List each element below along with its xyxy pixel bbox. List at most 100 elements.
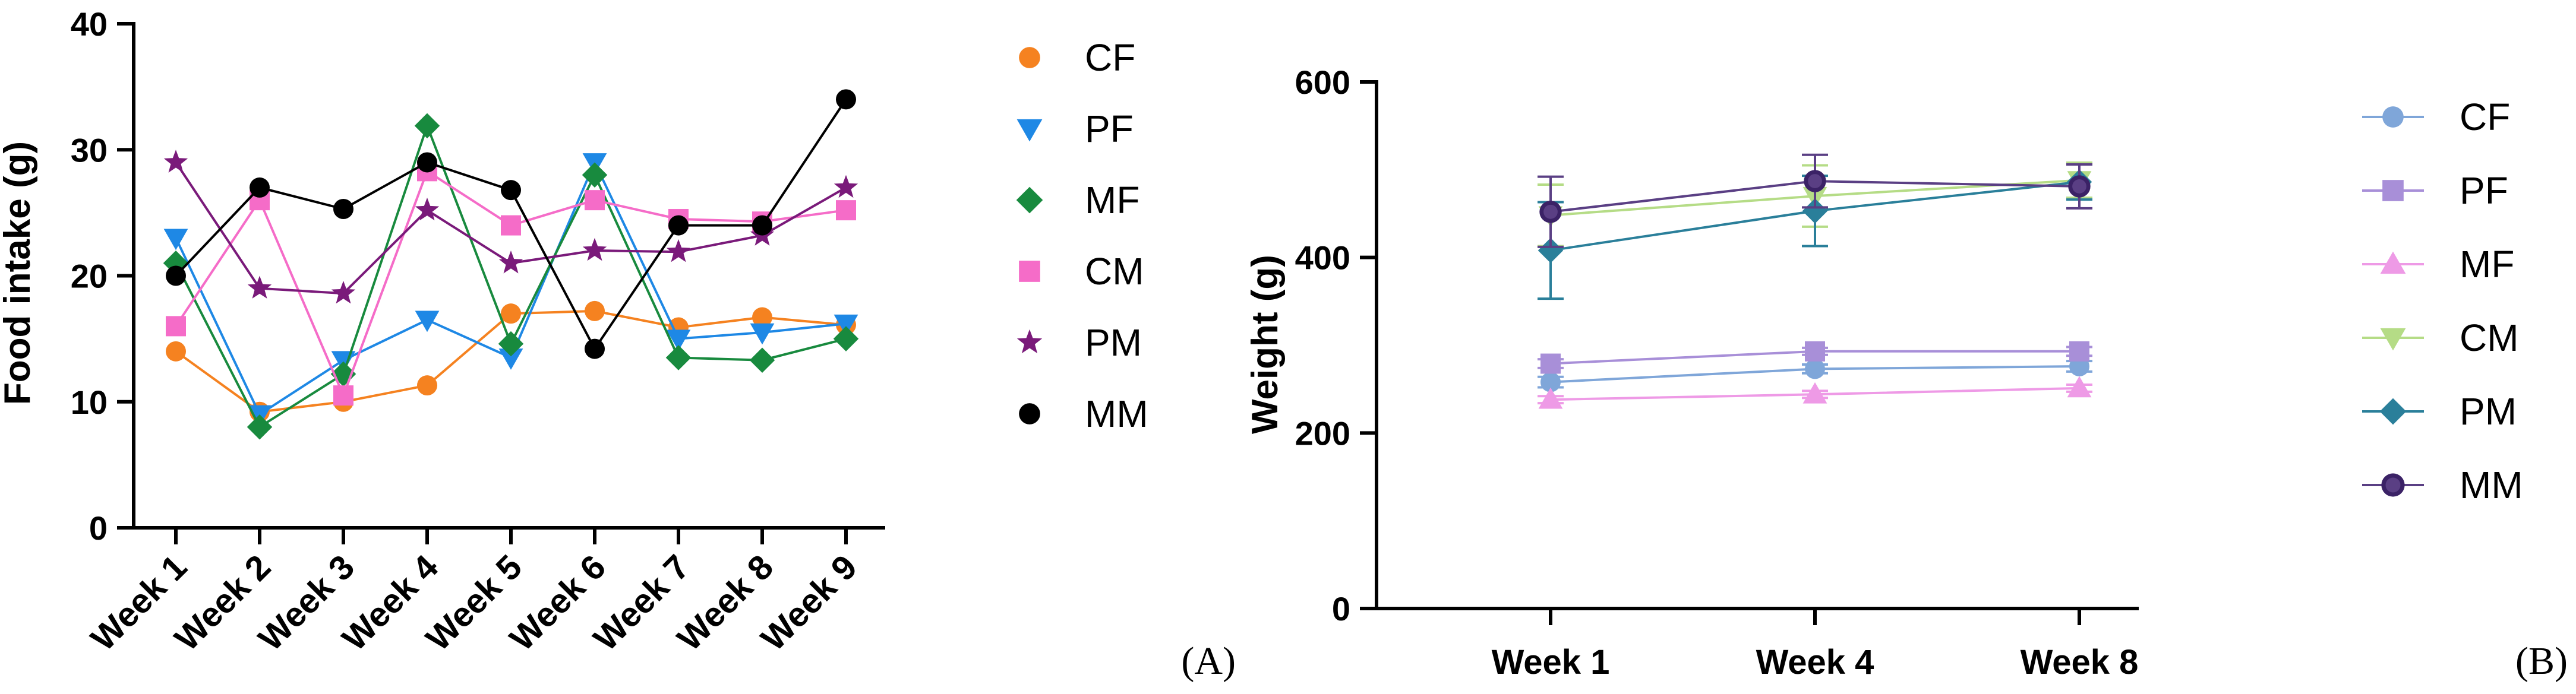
panel-a-series-mm-point-3 (417, 152, 437, 173)
panel-a-x-tick-label-8: Week 9 (754, 547, 865, 658)
panel-b-series-cf-point-0 (1540, 372, 1561, 392)
panel-a-legend-entry-pm: PM (1016, 321, 1142, 364)
panel-b-series-mf-point-0 (1538, 387, 1563, 409)
panel-a-panel-label: (A) (1181, 639, 1236, 683)
panel-a-legend-marker-pm (1016, 329, 1043, 354)
panel-a-legend-marker-mm (1019, 403, 1040, 424)
panel-b-series-mm-point-0-inner (1543, 204, 1558, 219)
panel-a-series-mm-point-8 (836, 89, 856, 110)
panel-a-series-pm-point-6 (666, 239, 691, 262)
panel-b-legend-entry-cf: CF (2362, 96, 2510, 138)
panel-a-y-axis-title: Food intake (g) (0, 141, 38, 405)
panel-a-series-pm-point-8 (834, 175, 858, 198)
panel-b-legend-marker-mf (2380, 251, 2406, 274)
panel-a-legend-entry-mm: MM (1019, 392, 1148, 435)
panel-a-series-pm-point-5 (582, 237, 607, 261)
panel-a-legend-entry-pf: PF (1016, 107, 1134, 150)
panel-a-series-mm-point-7 (752, 215, 772, 236)
panel-a-legend-marker-cf (1019, 47, 1040, 68)
panel-a-series-mm (166, 89, 856, 359)
panel-b-y-tick-label-1: 200 (1295, 414, 1350, 452)
panel-a-series-cf-point-4 (501, 303, 521, 324)
panel-a-series-mm-point-2 (333, 199, 353, 220)
panel-a-series-pm-point-0 (163, 150, 188, 173)
panel-a-legend-label-pf: PF (1085, 107, 1134, 150)
panel-b-series-pf-point-0 (1540, 353, 1561, 374)
panel-b-weight-chart: 0 200 400 600 Week 1 Week 4 Week 8 Weight (g) CF… (1245, 64, 2568, 683)
panel-b-y-tick-label-3: 600 (1295, 64, 1350, 101)
panel-a-series-mf-point-4 (498, 331, 524, 357)
panel-a-series-pf-point-3 (415, 310, 440, 332)
panel-a-y-tick-label-1: 10 (71, 384, 108, 421)
panel-a-series-pf-point-8 (834, 314, 858, 336)
panel-b-legend-entry-pf: PF (2362, 169, 2508, 212)
panel-b-legend-entry-cm: CM (2362, 316, 2519, 359)
panel-a-series-mm-point-4 (501, 180, 521, 201)
panel-b-legend-label-mf: MF (2460, 243, 2514, 286)
panel-b-series-pf-point-2 (2069, 341, 2089, 362)
panel-a-series-mm-point-0 (166, 265, 186, 286)
panel-a-series-cm-point-4 (501, 215, 521, 236)
panel-b-y-tick-label-0: 0 (1332, 590, 1350, 628)
panel-a-series-cf-point-3 (417, 375, 437, 396)
panel-a-series-cm-point-0 (166, 316, 186, 337)
panel-b-legend-entry-pm: PM (2362, 390, 2517, 433)
panel-b-series-mm (1538, 153, 2092, 248)
panel-a-series-cf-point-7 (752, 307, 772, 328)
panel-b-series-cf-point-1 (1805, 359, 1825, 379)
panel-a-series-mm-point-6 (668, 215, 689, 236)
panel-b-panel-label: (B) (2515, 639, 2568, 683)
panel-a-series-pf-point-7 (750, 323, 775, 345)
panel-b-legend-entry-mf: MF (2362, 243, 2514, 286)
panel-a-series-mf-point-5 (582, 162, 608, 188)
panel-b-series-pm-point-1 (1802, 198, 1828, 224)
panel-a-series-pf-point-6 (666, 329, 691, 351)
panel-b-series-mf-point-2 (2067, 376, 2092, 398)
panel-b-series-mm-point-1 (1804, 170, 1826, 192)
panel-b-legend-entry-mm: MM (2362, 464, 2523, 506)
panel-a-series-mf (163, 113, 859, 440)
panel-b-y-tick-label-2: 400 (1295, 239, 1350, 277)
panel-b-legend-marker-pm (2379, 398, 2407, 425)
panel-b-legend-label-cf: CF (2460, 96, 2510, 138)
panel-b-x-tick-label-2: Week 8 (2021, 643, 2139, 682)
panel-a-legend-entry-cf: CF (1019, 36, 1135, 79)
panel-a-legend-entry-cm: CM (1019, 250, 1144, 293)
panel-b-series-mm-point-0 (1539, 201, 1562, 223)
panel-a-y-tick-label-2: 20 (71, 258, 108, 295)
panel-a-series-cm-point-2 (333, 385, 353, 406)
panel-b-legend-label-pm: PM (2460, 390, 2517, 433)
panel-b-series-pf (1538, 341, 2092, 374)
panel-a-legend-marker-cm (1019, 261, 1040, 282)
panel-a-legend-marker-pf (1016, 119, 1043, 142)
panel-a-series-pm-point-1 (247, 275, 272, 299)
panel-b-legend-marker-pf (2382, 180, 2404, 201)
panel-a-series-pf-point-0 (163, 229, 188, 251)
panel-a-series-mf-point-8 (833, 326, 859, 351)
panel-a-series-cf-point-0 (166, 341, 186, 362)
panel-b-series-pf-point-1 (1805, 341, 1825, 362)
panel-a-legend-label-cm: CM (1085, 250, 1144, 293)
panel-a-series-mf-point-6 (665, 345, 692, 370)
panel-b-series-pm-point-0 (1538, 237, 1564, 264)
panel-a-series-mf-point-7 (749, 347, 775, 373)
panel-b-legend: CF PF MF CM PM MM (2362, 96, 2523, 506)
panel-b-legend-marker-mm-inner (2385, 477, 2401, 493)
panel-a-series-mf-line (175, 122, 847, 429)
panel-a-y-tick-label-3: 30 (71, 131, 108, 169)
panel-a-series-mm-point-1 (250, 177, 270, 198)
panel-b-legend-label-pf: PF (2460, 169, 2508, 212)
panel-a-legend-label-mm: MM (1085, 392, 1148, 435)
panel-a-legend-label-pm: PM (1085, 321, 1142, 364)
panel-a-series-pm-point-3 (415, 197, 440, 221)
panel-b-x-tick-label-0: Week 1 (1492, 643, 1610, 682)
panel-b-series-mm-point-1-inner (1808, 174, 1822, 188)
panel-a-series-mf-point-3 (414, 113, 440, 139)
panel-b-legend-marker-cf (2382, 106, 2404, 128)
panel-a-series-cm-point-8 (836, 200, 856, 221)
panel-a-series-pf-point-4 (498, 348, 523, 370)
panel-b-legend-marker-mm (2381, 473, 2405, 497)
panel-a-series-mm-point-5 (585, 338, 605, 359)
panel-a-y-tick-label-0: 0 (89, 509, 108, 547)
panel-a-y-tick-label-4: 40 (71, 5, 108, 43)
